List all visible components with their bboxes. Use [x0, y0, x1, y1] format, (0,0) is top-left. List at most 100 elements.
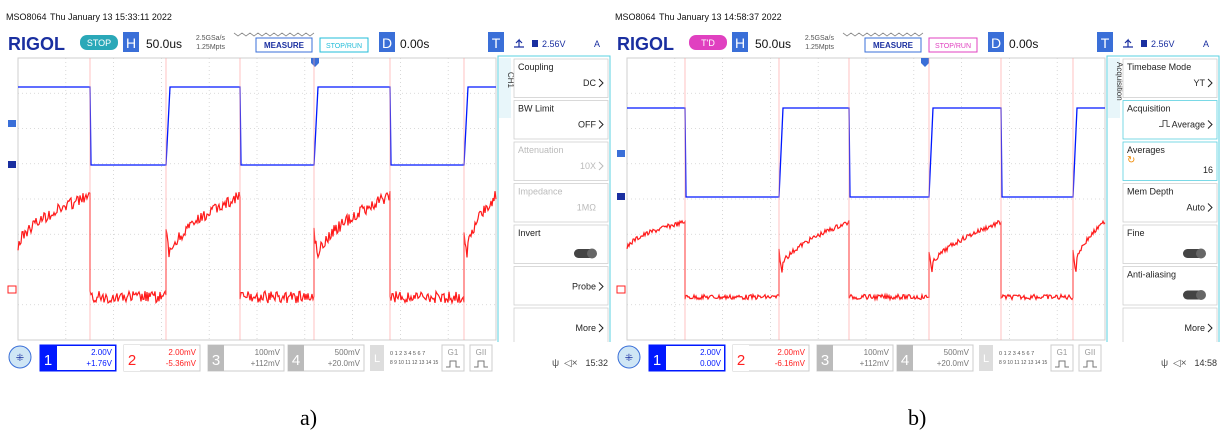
g2-button[interactable] [1078, 344, 1102, 372]
channel-4-box[interactable]: 4 500mV +20.0mV [287, 344, 365, 372]
g2-button[interactable] [469, 344, 493, 372]
menu-item[interactable]: Fine [1122, 224, 1218, 264]
g1-pulse-icon [446, 360, 460, 368]
trigger-position-marker[interactable] [921, 58, 929, 67]
menu-item[interactable]: More [513, 307, 609, 347]
h-badge[interactable] [732, 32, 748, 52]
menu-item[interactable]: More [1122, 307, 1218, 347]
trigger-position-marker[interactable] [311, 58, 319, 67]
datetime-label: Thu January 13 15:33:11 2022 [50, 12, 172, 22]
d-badge[interactable] [379, 32, 395, 52]
menu-item[interactable]: Averages↻ 16 [1122, 141, 1218, 181]
channel-scale: 2.00mV [168, 348, 196, 357]
channel-4-box[interactable]: 4 500mV +20.0mV [896, 344, 974, 372]
scope-display: MSO8064 Thu January 13 14:58:37 2022 RIGOL… [613, 12, 1220, 378]
t-badge[interactable] [1097, 32, 1113, 52]
ch1-level-marker[interactable] [8, 161, 16, 168]
usb-icon: ψ [552, 358, 559, 369]
run-state-badge[interactable] [689, 35, 727, 50]
ch2-offset-marker[interactable] [616, 285, 626, 294]
menu-item[interactable]: Attenuation 10X [513, 141, 609, 181]
measure-label: MEASURE [264, 41, 305, 50]
figure-caption-a: a) [300, 405, 318, 430]
channel-number: 3 [821, 352, 829, 369]
navigation-glyph: ⁜ [16, 353, 24, 364]
channel-offset: 0.00V [700, 359, 722, 368]
navigation-glyph: ⁜ [625, 353, 633, 364]
logic-icon: L [374, 353, 380, 365]
navigation-icon[interactable] [617, 345, 641, 369]
h-badge[interactable] [123, 32, 139, 52]
menu-item-label: Attenuation [518, 145, 564, 155]
channel-2-box[interactable]: 2 2.00mV -6.16mV [732, 344, 810, 372]
measure-button[interactable] [255, 37, 313, 53]
channel-number: 1 [44, 352, 52, 369]
menu-item[interactable]: BW Limit OFF [513, 100, 609, 140]
ch1-offset-marker[interactable] [617, 150, 625, 157]
stop-run-label: STOP/RUN [326, 43, 362, 50]
menu-tab[interactable] [499, 58, 511, 118]
stop-run-button[interactable] [319, 37, 369, 53]
menu-item-label: Fine [1127, 228, 1145, 238]
channel-number: 3 [212, 352, 220, 369]
menu-item-value: 1MΩ [577, 203, 597, 213]
ch1-level-marker[interactable] [617, 193, 625, 200]
channel-offset: +20.0mV [937, 359, 970, 368]
h-label: H [126, 35, 136, 51]
menu-item[interactable]: Probe [513, 266, 609, 306]
waveform-grid[interactable] [626, 57, 1106, 341]
brand-logo: RIGOL [617, 34, 674, 54]
menu-tab-label: Acquisition [1115, 62, 1124, 101]
channel-3-box[interactable]: 3 100mV +112mV [207, 344, 285, 372]
menu-item-value: More [1184, 323, 1205, 333]
menu-item[interactable]: Coupling DC [513, 58, 609, 98]
oscilloscope-screen-a: MSO8064 Thu January 13 15:33:11 2022 RIGOL… [4, 0, 612, 382]
channel-number: 2 [128, 352, 136, 369]
menu-item[interactable]: Mem Depth Auto [1122, 183, 1218, 223]
channel-1-box[interactable]: 1 2.00V 0.00V [648, 344, 726, 372]
channel-number: 2 [737, 352, 745, 369]
stop-run-label: STOP/RUN [935, 43, 971, 50]
menu-item[interactable]: Invert [513, 224, 609, 264]
timebase-value[interactable]: 50.0us [146, 37, 182, 51]
chevron-right-icon [598, 78, 604, 88]
d-label: D [991, 35, 1001, 51]
delay-value[interactable]: 0.00s [400, 37, 429, 51]
menu-item[interactable]: Impedance 1MΩ [513, 183, 609, 223]
g1-button[interactable] [441, 344, 465, 372]
g2-label: GII [1085, 348, 1096, 357]
ch1-waveform [627, 107, 1105, 198]
delay-value[interactable]: 0.00s [1009, 37, 1038, 51]
logic-channels-row2: 8 9 10 11 12 13 14 15 [390, 360, 439, 366]
t-badge[interactable] [488, 32, 504, 52]
logic-badge[interactable] [370, 345, 384, 371]
measure-button[interactable] [864, 37, 922, 53]
chevron-right-icon [1207, 78, 1213, 88]
g2-label: GII [476, 348, 487, 357]
stop-run-button[interactable] [928, 37, 978, 53]
navigation-icon[interactable] [8, 345, 32, 369]
channel-3-box[interactable]: 3 100mV +112mV [816, 344, 894, 372]
channel-2-box[interactable]: 2 2.00mV -5.36mV [123, 344, 201, 372]
chevron-right-icon [598, 323, 604, 333]
logic-badge[interactable] [979, 345, 993, 371]
menu-tab[interactable] [1108, 58, 1120, 118]
channel-1-box[interactable]: 1 2.00V +1.76V [39, 344, 117, 372]
d-badge[interactable] [988, 32, 1004, 52]
ch2-offset-marker[interactable] [7, 285, 17, 294]
menu-item-label: Averages [1127, 145, 1165, 155]
timebase-value[interactable]: 50.0us [755, 37, 791, 51]
chevron-right-icon [598, 282, 604, 291]
g1-label: G1 [448, 348, 459, 357]
menu-item[interactable]: Anti-aliasing [1122, 266, 1218, 306]
run-state-badge[interactable] [80, 35, 118, 50]
speaker-muted-icon[interactable]: ◁× [564, 358, 578, 369]
g1-button[interactable] [1050, 344, 1074, 372]
menu-item-label: Coupling [518, 62, 554, 72]
speaker-muted-icon[interactable]: ◁× [1173, 358, 1187, 369]
ch1-offset-marker[interactable] [8, 120, 16, 127]
toggle-knob [1196, 248, 1206, 259]
channel-offset: +1.76V [86, 359, 112, 368]
